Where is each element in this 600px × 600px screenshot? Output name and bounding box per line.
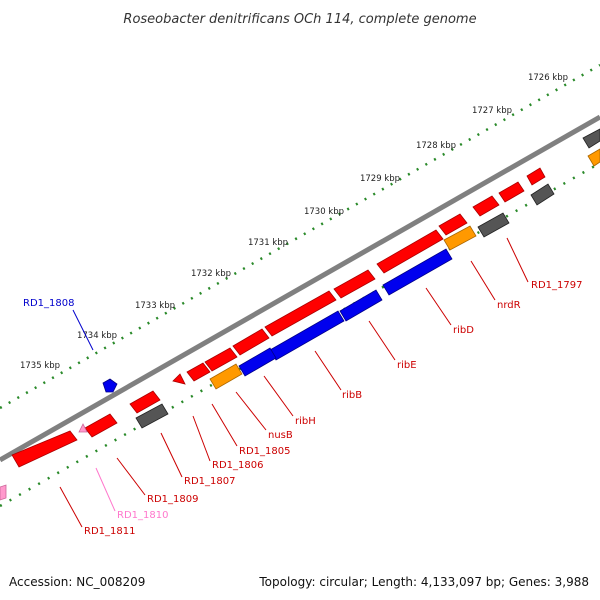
accession-text: Accession: NC_008209 bbox=[9, 575, 145, 589]
gene-label[interactable]: RD1_1805 bbox=[239, 446, 290, 457]
gene-label[interactable]: ribD bbox=[453, 325, 474, 336]
gene-ribh[interactable] bbox=[232, 328, 270, 356]
gene-nrdr[interactable] bbox=[498, 181, 525, 203]
gene-pink-rd1-1810[interactable] bbox=[78, 423, 88, 433]
scale-label: 1735 kbp bbox=[20, 361, 60, 371]
gene-rd1-1809[interactable] bbox=[84, 413, 118, 438]
gene-label[interactable]: RD1_1809 bbox=[147, 494, 198, 505]
gene-gray-1[interactable] bbox=[530, 183, 555, 206]
gene-orange-2[interactable] bbox=[209, 363, 243, 390]
gene-label[interactable]: RD1_1797 bbox=[531, 280, 582, 291]
gene-rd1-1807[interactable] bbox=[129, 390, 161, 414]
gene-label[interactable]: ribB bbox=[342, 390, 362, 401]
scale-label: 1729 kbp bbox=[360, 174, 400, 184]
gene-gray-3[interactable] bbox=[582, 128, 600, 149]
gene-nusb[interactable] bbox=[204, 347, 238, 372]
scale-label: 1733 kbp bbox=[135, 301, 175, 311]
gene-pink-edge[interactable] bbox=[0, 484, 7, 501]
scale-label: 1730 kbp bbox=[304, 207, 344, 217]
outer-tick-dots bbox=[0, 63, 600, 410]
forward-genes bbox=[11, 167, 546, 468]
leader-lines bbox=[59, 237, 529, 528]
gene-blue-ribe[interactable] bbox=[339, 289, 383, 322]
gene-blue-ribh[interactable] bbox=[238, 347, 277, 377]
map-title: Roseobacter denitrificans OCh 114, compl… bbox=[123, 12, 476, 27]
gene-orange-1[interactable] bbox=[443, 225, 477, 251]
scale-label: 1732 kbp bbox=[191, 269, 231, 279]
genome-summary-text: Topology: circular; Length: 4,133,097 bp… bbox=[258, 575, 589, 589]
gene-ribe-a[interactable] bbox=[438, 213, 468, 236]
gene-label[interactable]: RD1_1808 bbox=[23, 298, 74, 309]
scale-labels: 1726 kbp 1727 kbp 1728 kbp 1729 kbp 1730… bbox=[20, 73, 568, 371]
genome-backbone bbox=[0, 114, 600, 463]
gene-ribd[interactable] bbox=[472, 195, 500, 217]
scale-label: 1734 kbp bbox=[77, 331, 117, 341]
gene-label[interactable]: RD1_1806 bbox=[212, 460, 263, 471]
gene-rd1-1797[interactable] bbox=[526, 167, 546, 186]
gene-ribe-b[interactable] bbox=[376, 229, 444, 274]
gene-blue-rd1-1808[interactable] bbox=[102, 378, 118, 393]
gene-rd1-1805[interactable] bbox=[186, 362, 211, 382]
scale-label: 1728 kbp bbox=[416, 141, 456, 151]
gene-blue-ribd[interactable] bbox=[382, 248, 453, 296]
gene-label[interactable]: RD1_1811 bbox=[84, 526, 135, 537]
scale-label: 1731 kbp bbox=[248, 238, 288, 248]
scale-label: 1726 kbp bbox=[528, 73, 568, 83]
gene-label[interactable]: ribE bbox=[397, 360, 417, 371]
gene-gray-2[interactable] bbox=[477, 212, 510, 238]
gene-rd1-1811[interactable] bbox=[11, 430, 78, 468]
gene-label[interactable]: ribH bbox=[295, 416, 316, 427]
reverse-genes bbox=[0, 128, 600, 501]
gene-labels: RD1_1797 nrdR ribD ribE ribB ribH nusB R… bbox=[23, 280, 582, 537]
gene-ribb-b[interactable] bbox=[264, 290, 337, 337]
gene-ribb-a[interactable] bbox=[333, 269, 376, 299]
gene-label[interactable]: RD1_1810 bbox=[117, 510, 168, 521]
gene-label[interactable]: nrdR bbox=[497, 300, 521, 311]
gene-label[interactable]: RD1_1807 bbox=[184, 476, 235, 487]
scale-label: 1727 kbp bbox=[472, 106, 512, 116]
gene-label[interactable]: nusB bbox=[268, 430, 293, 441]
gene-rd1-1806[interactable] bbox=[172, 373, 186, 385]
gene-orange-3[interactable] bbox=[587, 148, 600, 167]
gene-gray-4[interactable] bbox=[135, 403, 169, 429]
